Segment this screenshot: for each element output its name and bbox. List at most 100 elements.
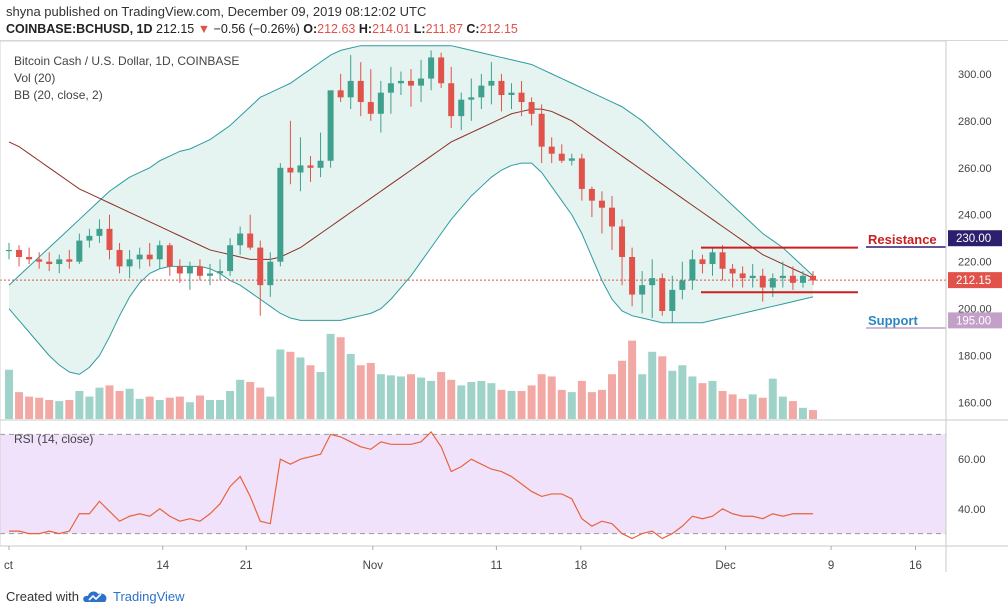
rsi-pane[interactable] (0, 430, 946, 540)
volume-bar (698, 383, 707, 419)
support-price-tag-bg (948, 312, 1002, 329)
candle-body (287, 167, 294, 173)
rsi-legend: RSI (14, close) (14, 432, 93, 446)
symbol-label: COINBASE:BCHUSD, 1D (6, 22, 153, 36)
candle-body (528, 102, 535, 114)
volume-bar (457, 385, 466, 419)
candle-body (488, 80, 495, 86)
candle-body (588, 188, 595, 201)
candle-body (56, 259, 63, 265)
volume-bar (497, 389, 506, 419)
volume-bar (738, 398, 747, 419)
candle-body (347, 80, 354, 98)
candle-body (498, 80, 505, 95)
date-tick-label: 14 (156, 560, 169, 572)
candle-body (46, 261, 53, 265)
tradingview-brand-link[interactable]: TradingView (112, 589, 185, 604)
candle-body (217, 271, 224, 274)
candle-body (408, 80, 414, 86)
close-value: 212.15 (479, 22, 518, 36)
volume-bar (226, 391, 235, 419)
price-chart[interactable]: 300.00280.00260.00240.00220.00200.00180.… (0, 41, 1008, 586)
candle-body (428, 57, 435, 79)
volume-bar (597, 389, 606, 419)
volume-bar (256, 387, 265, 419)
volume-bar (35, 397, 44, 419)
candle-body (578, 158, 585, 189)
price-pane[interactable] (0, 45, 946, 419)
symbol-legend: Bitcoin Cash / U.S. Dollar, 1D, COINBASE (14, 54, 239, 68)
price-tick-label: 300.00 (958, 69, 992, 81)
candle-body (598, 200, 605, 208)
candle-body (789, 275, 796, 283)
bollinger-lower-line (8, 162, 814, 375)
volume-bar (155, 399, 164, 419)
volume-bar (477, 380, 486, 419)
candle-body (86, 235, 93, 241)
volume-bar (809, 410, 817, 419)
candle-body (357, 80, 364, 103)
candle-body (418, 78, 425, 86)
volume-bar (628, 340, 637, 419)
volume-bar (587, 392, 596, 419)
candle-body (76, 240, 83, 262)
volume-bar (45, 399, 54, 419)
support-label: Support (868, 313, 918, 328)
resistance-label: Resistance (868, 232, 937, 247)
candle-body (227, 245, 234, 272)
volume-bar (75, 391, 84, 419)
candle-body (166, 245, 173, 267)
volume-bar (748, 394, 757, 419)
date-tick-label: Dec (715, 560, 736, 572)
close-label: C: (466, 22, 480, 36)
high-value: 214.01 (372, 22, 411, 36)
bollinger-upper-line (8, 45, 814, 286)
change-arrow-icon: ▼ (197, 22, 211, 36)
candle-body (26, 257, 33, 260)
volume-bar (135, 398, 144, 419)
publish-info: shyna published on TradingView.com, Dece… (6, 4, 427, 19)
candle-body (609, 207, 615, 227)
rsi-line (9, 430, 813, 540)
volume-bar (195, 395, 204, 419)
candle-body (257, 247, 264, 286)
candle-body (377, 92, 384, 114)
volume-bar (85, 396, 94, 419)
volume-bar (537, 374, 546, 419)
volume-bar (407, 374, 415, 419)
candle-body (548, 146, 555, 154)
candle-body (337, 90, 344, 98)
price-tick-label: 280.00 (958, 116, 992, 128)
volume-bar (557, 389, 566, 419)
candle-body (96, 228, 103, 236)
candle-body (36, 259, 43, 262)
candle-body (689, 259, 696, 281)
candle-body (307, 165, 314, 168)
volume-bar (125, 388, 134, 419)
volume-bar (577, 380, 586, 419)
candle-body (478, 85, 485, 98)
last-price-tag-bg (948, 272, 1002, 289)
volume-bar (346, 354, 355, 419)
rsi-band-fill (0, 434, 946, 534)
volume-bar (55, 401, 64, 419)
candle-body (186, 266, 193, 274)
candle-body (769, 278, 776, 288)
price-change: −0.56 (−0.26%) (213, 22, 300, 36)
volume-bar (527, 385, 536, 419)
price-tick-label: 220.00 (958, 257, 992, 269)
date-tick-label: Nov (363, 560, 384, 572)
volume-bar (798, 407, 807, 419)
date-tick-label: 9 (828, 560, 834, 572)
candle-body (458, 99, 465, 117)
support-price-tag: 195.00 (956, 315, 991, 327)
resistance-price-tag-bg (948, 230, 1002, 247)
candle-body (267, 261, 274, 286)
volume-bar (316, 371, 325, 419)
candle-body (699, 259, 706, 265)
volume-bar (728, 394, 737, 419)
volume-bar (658, 356, 667, 419)
candle-body (799, 275, 806, 283)
candle-body (649, 278, 656, 286)
volume-bar (417, 377, 426, 419)
